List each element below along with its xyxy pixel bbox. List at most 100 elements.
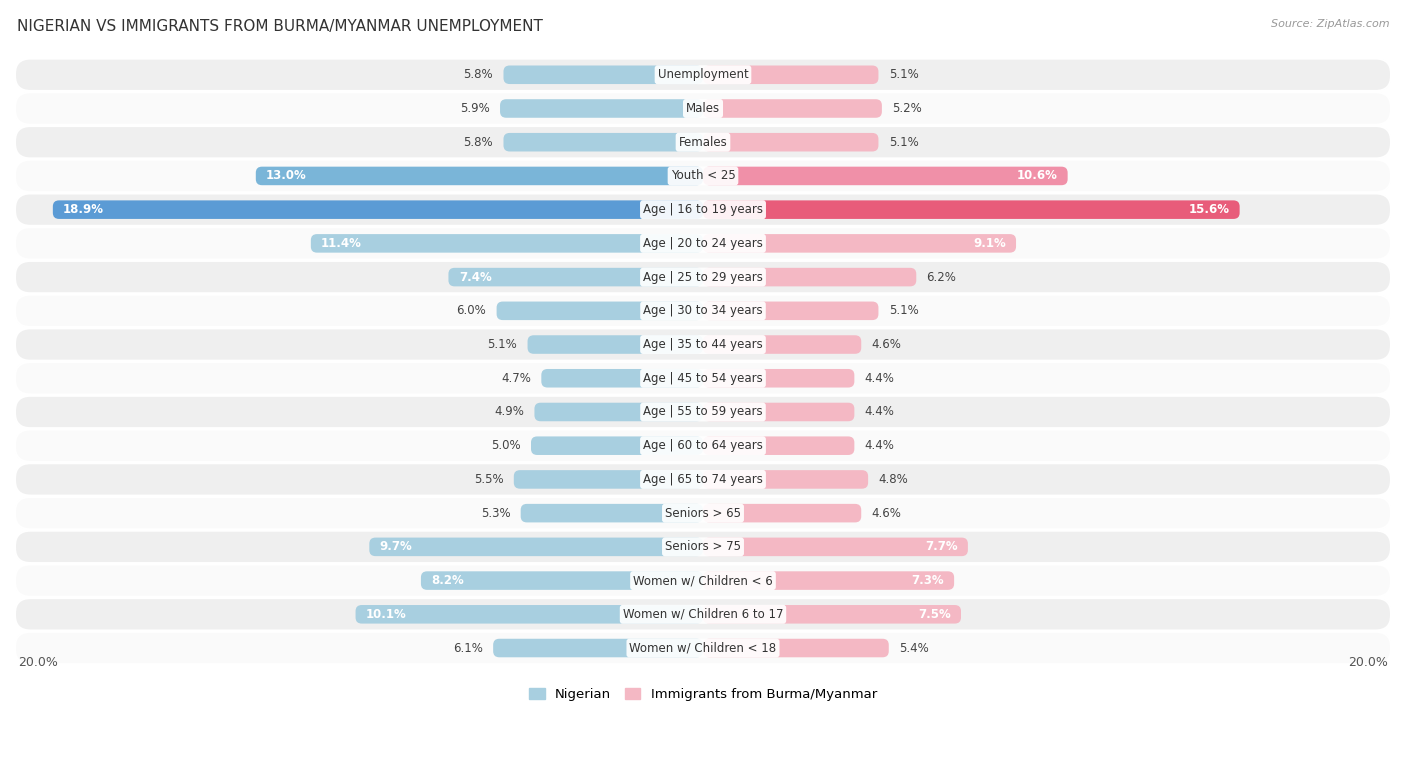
FancyBboxPatch shape <box>531 437 703 455</box>
Text: 8.2%: 8.2% <box>432 574 464 587</box>
Text: 6.0%: 6.0% <box>457 304 486 317</box>
FancyBboxPatch shape <box>15 497 1391 529</box>
Text: 5.2%: 5.2% <box>893 102 922 115</box>
Text: Age | 45 to 54 years: Age | 45 to 54 years <box>643 372 763 385</box>
Text: Age | 30 to 34 years: Age | 30 to 34 years <box>643 304 763 317</box>
Text: 5.9%: 5.9% <box>460 102 489 115</box>
Text: Males: Males <box>686 102 720 115</box>
FancyBboxPatch shape <box>501 99 703 118</box>
Text: 13.0%: 13.0% <box>266 170 307 182</box>
Text: 4.4%: 4.4% <box>865 372 894 385</box>
Text: 6.2%: 6.2% <box>927 270 956 284</box>
Text: Source: ZipAtlas.com: Source: ZipAtlas.com <box>1271 19 1389 29</box>
FancyBboxPatch shape <box>703 369 855 388</box>
FancyBboxPatch shape <box>703 504 862 522</box>
FancyBboxPatch shape <box>703 201 1240 219</box>
Text: Age | 35 to 44 years: Age | 35 to 44 years <box>643 338 763 351</box>
FancyBboxPatch shape <box>15 429 1391 462</box>
FancyBboxPatch shape <box>15 160 1391 192</box>
FancyBboxPatch shape <box>15 632 1391 664</box>
Text: 20.0%: 20.0% <box>18 656 58 669</box>
FancyBboxPatch shape <box>15 329 1391 361</box>
Text: Age | 65 to 74 years: Age | 65 to 74 years <box>643 473 763 486</box>
Text: Seniors > 75: Seniors > 75 <box>665 540 741 553</box>
Text: 4.4%: 4.4% <box>865 406 894 419</box>
FancyBboxPatch shape <box>527 335 703 354</box>
FancyBboxPatch shape <box>703 403 855 421</box>
FancyBboxPatch shape <box>703 301 879 320</box>
Text: 20.0%: 20.0% <box>1348 656 1388 669</box>
FancyBboxPatch shape <box>703 537 967 556</box>
Text: 6.1%: 6.1% <box>453 641 482 655</box>
FancyBboxPatch shape <box>15 565 1391 597</box>
Text: 4.6%: 4.6% <box>872 506 901 519</box>
FancyBboxPatch shape <box>15 58 1391 91</box>
Text: 5.1%: 5.1% <box>488 338 517 351</box>
Text: 9.7%: 9.7% <box>380 540 412 553</box>
Text: 18.9%: 18.9% <box>63 203 104 217</box>
Text: 5.3%: 5.3% <box>481 506 510 519</box>
FancyBboxPatch shape <box>15 194 1391 226</box>
FancyBboxPatch shape <box>513 470 703 489</box>
FancyBboxPatch shape <box>534 403 703 421</box>
Text: 5.5%: 5.5% <box>474 473 503 486</box>
FancyBboxPatch shape <box>703 268 917 286</box>
Text: 5.0%: 5.0% <box>491 439 520 452</box>
Text: Age | 25 to 29 years: Age | 25 to 29 years <box>643 270 763 284</box>
Text: 9.1%: 9.1% <box>973 237 1005 250</box>
FancyBboxPatch shape <box>703 66 879 84</box>
Text: 4.4%: 4.4% <box>865 439 894 452</box>
Text: 5.8%: 5.8% <box>464 136 494 148</box>
Text: 10.6%: 10.6% <box>1017 170 1057 182</box>
Text: 4.7%: 4.7% <box>501 372 531 385</box>
Text: 10.1%: 10.1% <box>366 608 406 621</box>
FancyBboxPatch shape <box>15 598 1391 631</box>
FancyBboxPatch shape <box>494 639 703 657</box>
FancyBboxPatch shape <box>370 537 703 556</box>
Text: Women w/ Children < 6: Women w/ Children < 6 <box>633 574 773 587</box>
Text: 5.8%: 5.8% <box>464 68 494 81</box>
Text: Unemployment: Unemployment <box>658 68 748 81</box>
Text: 5.1%: 5.1% <box>889 304 918 317</box>
FancyBboxPatch shape <box>703 99 882 118</box>
Text: Females: Females <box>679 136 727 148</box>
Legend: Nigerian, Immigrants from Burma/Myanmar: Nigerian, Immigrants from Burma/Myanmar <box>523 683 883 706</box>
Text: 5.1%: 5.1% <box>889 68 918 81</box>
FancyBboxPatch shape <box>15 126 1391 158</box>
Text: Age | 60 to 64 years: Age | 60 to 64 years <box>643 439 763 452</box>
Text: 7.5%: 7.5% <box>918 608 950 621</box>
Text: Age | 16 to 19 years: Age | 16 to 19 years <box>643 203 763 217</box>
Text: 11.4%: 11.4% <box>321 237 361 250</box>
Text: Age | 55 to 59 years: Age | 55 to 59 years <box>643 406 763 419</box>
Text: 7.7%: 7.7% <box>925 540 957 553</box>
Text: Women w/ Children < 18: Women w/ Children < 18 <box>630 641 776 655</box>
Text: Youth < 25: Youth < 25 <box>671 170 735 182</box>
Text: 4.6%: 4.6% <box>872 338 901 351</box>
FancyBboxPatch shape <box>541 369 703 388</box>
FancyBboxPatch shape <box>496 301 703 320</box>
FancyBboxPatch shape <box>15 261 1391 293</box>
Text: Age | 20 to 24 years: Age | 20 to 24 years <box>643 237 763 250</box>
FancyBboxPatch shape <box>356 605 703 624</box>
Text: 15.6%: 15.6% <box>1188 203 1229 217</box>
FancyBboxPatch shape <box>256 167 703 185</box>
FancyBboxPatch shape <box>15 362 1391 394</box>
Text: 7.4%: 7.4% <box>458 270 492 284</box>
FancyBboxPatch shape <box>703 335 862 354</box>
FancyBboxPatch shape <box>703 470 868 489</box>
FancyBboxPatch shape <box>703 639 889 657</box>
FancyBboxPatch shape <box>703 437 855 455</box>
FancyBboxPatch shape <box>15 92 1391 125</box>
Text: 5.4%: 5.4% <box>898 641 929 655</box>
FancyBboxPatch shape <box>15 396 1391 428</box>
FancyBboxPatch shape <box>703 133 879 151</box>
Text: 5.1%: 5.1% <box>889 136 918 148</box>
Text: NIGERIAN VS IMMIGRANTS FROM BURMA/MYANMAR UNEMPLOYMENT: NIGERIAN VS IMMIGRANTS FROM BURMA/MYANMA… <box>17 19 543 34</box>
Text: 7.3%: 7.3% <box>911 574 943 587</box>
FancyBboxPatch shape <box>703 167 1067 185</box>
Text: Women w/ Children 6 to 17: Women w/ Children 6 to 17 <box>623 608 783 621</box>
FancyBboxPatch shape <box>449 268 703 286</box>
FancyBboxPatch shape <box>520 504 703 522</box>
FancyBboxPatch shape <box>311 234 703 253</box>
Text: 4.9%: 4.9% <box>495 406 524 419</box>
